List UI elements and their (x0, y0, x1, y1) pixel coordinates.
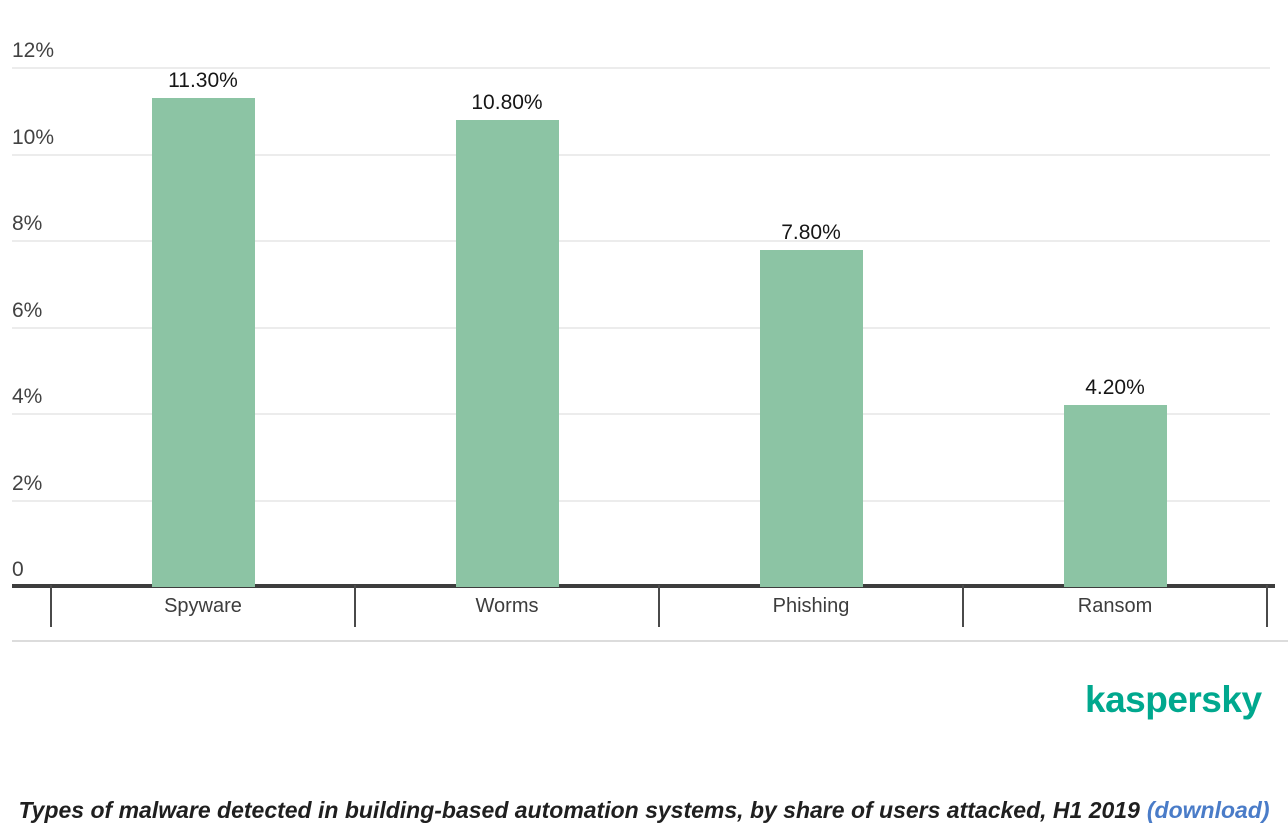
bar-ransom (1063, 405, 1167, 587)
kaspersky-logo-text: kaspersky (1085, 679, 1262, 720)
chart-bottom-separator (12, 640, 1288, 642)
category-label-phishing: Phishing (772, 595, 850, 617)
bar-value-label-spyware: 11.30% (168, 69, 238, 93)
bar-value-label-ransom: 4.20% (1085, 376, 1145, 400)
caption-text: Types of malware detected in building-ba… (18, 797, 1140, 823)
category-tick (962, 585, 964, 627)
gridline-8% (12, 240, 1270, 242)
gridline-6% (12, 326, 1270, 329)
bar-worms (455, 119, 559, 587)
y-axis-label-4%: 4% (12, 385, 43, 408)
category-tick (658, 585, 660, 627)
category-tick (354, 585, 356, 627)
category-label-ransom: Ransom (1077, 595, 1153, 617)
y-axis-label-6%: 6% (12, 298, 43, 322)
y-axis-label-2%: 2% (12, 471, 43, 495)
bar-value-label-worms: 10.80% (471, 90, 543, 114)
category-tick (50, 585, 52, 627)
gridline-10% (12, 153, 1270, 156)
bar-value-label-phishing: 7.80% (781, 220, 841, 244)
y-axis-label-10%: 10% (12, 125, 55, 149)
gridline-4% (12, 413, 1270, 415)
category-label-worms: Worms (475, 595, 539, 617)
y-axis-label-0: 0 (12, 558, 24, 581)
y-axis-label-8%: 8% (12, 212, 43, 235)
x-axis-line (12, 584, 1275, 588)
download-link[interactable]: (download) (1146, 797, 1270, 823)
category-tick (1266, 585, 1268, 627)
gridline-2% (12, 499, 1270, 502)
bar-phishing (759, 249, 863, 587)
y-axis-label-12%: 12% (12, 39, 55, 62)
kaspersky-logo: kaspersky (1085, 681, 1262, 719)
category-label-spyware: Spyware (164, 595, 242, 617)
gridline-12% (12, 67, 1270, 69)
chart-caption: Types of malware detected in building-ba… (0, 796, 1288, 824)
bar-spyware (151, 98, 255, 587)
